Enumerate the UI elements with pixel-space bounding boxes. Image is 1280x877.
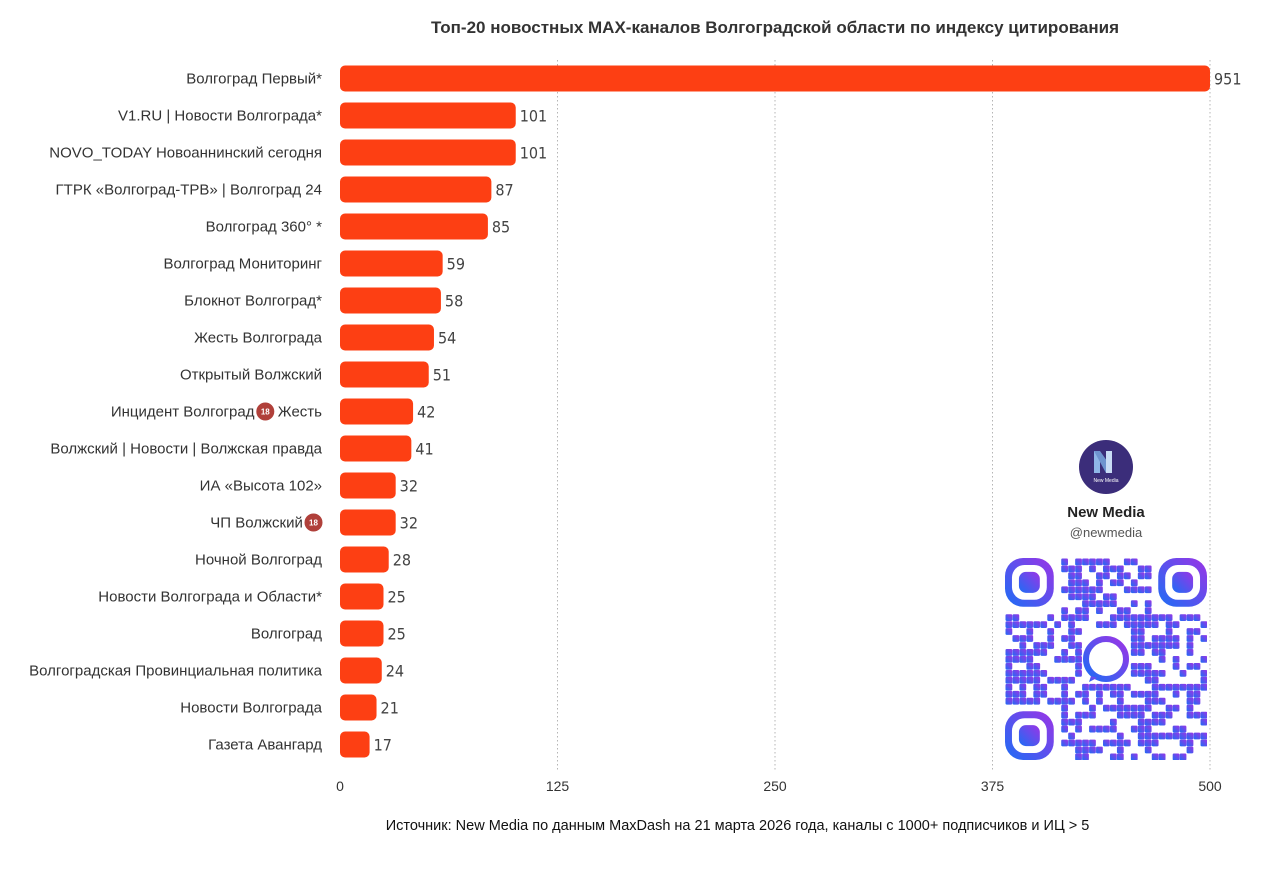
value-label: 101 xyxy=(520,144,547,163)
value-label: 21 xyxy=(381,699,399,718)
category-label: Блокнот Волгоград* xyxy=(184,293,322,310)
category-label: Газета Авангард xyxy=(208,737,322,754)
bar xyxy=(340,583,384,610)
max-messenger-icon xyxy=(1083,636,1129,682)
category-label: ИА «Высота 102» xyxy=(200,478,322,495)
new-media-logo-icon: New Media xyxy=(1079,440,1133,494)
qr-code[interactable] xyxy=(1005,558,1207,760)
value-label: 951 xyxy=(1214,70,1241,89)
category-label: Ночной Волгоград xyxy=(195,552,322,569)
category-label: Жесть Волгограда xyxy=(194,330,323,347)
category-label: Волгоградская Провинциальная политика xyxy=(29,663,322,680)
value-label: 32 xyxy=(400,477,418,496)
bar xyxy=(340,139,516,166)
category-label: Новости Волгограда и Области* xyxy=(98,589,322,606)
brand-block: New Media New Media @newmedia xyxy=(1030,440,1182,540)
category-label: ЧП Волжский xyxy=(210,515,322,532)
bar xyxy=(340,731,370,758)
category-label: Волгоград Мониторинг xyxy=(163,256,322,273)
bar xyxy=(340,546,389,573)
category-label: NOVO_TODAY Новоаннинский сегодня xyxy=(49,145,322,162)
x-tick-label: 250 xyxy=(763,778,787,794)
x-tick-label: 125 xyxy=(546,778,570,794)
value-label: 25 xyxy=(388,625,406,644)
bar xyxy=(340,620,384,647)
category-label: Волжский | Новости | Волжская правда xyxy=(50,441,322,458)
value-label: 87 xyxy=(495,181,513,200)
chart-title: Топ-20 новостных MAX-каналов Волгоградск… xyxy=(430,18,1120,37)
bar xyxy=(340,694,377,721)
value-label: 101 xyxy=(520,107,547,126)
value-label: 51 xyxy=(433,366,451,385)
category-label: Волгоград xyxy=(251,626,322,643)
category-label: V1.RU | Новости Волгограда* xyxy=(118,108,322,125)
category-label: Открытый Волжский xyxy=(180,367,322,384)
bar xyxy=(340,435,412,462)
value-label: 59 xyxy=(447,255,465,274)
bar xyxy=(340,361,429,388)
bar xyxy=(340,324,434,351)
x-tick-label: 375 xyxy=(981,778,1005,794)
category-label: Новости Волгограда xyxy=(180,700,322,717)
value-label: 42 xyxy=(417,403,435,422)
bar xyxy=(340,65,1210,92)
value-label: 85 xyxy=(492,218,510,237)
age-badge-text: 18 xyxy=(261,408,270,417)
value-label: 58 xyxy=(445,292,463,311)
value-label: 25 xyxy=(388,588,406,607)
category-label: Волгоград Первый* xyxy=(186,71,322,88)
value-label: 54 xyxy=(438,329,456,348)
bar xyxy=(340,287,441,314)
bar xyxy=(340,176,492,203)
value-label: 17 xyxy=(374,736,392,755)
source-note: Источник: New Media по данным MaxDash на… xyxy=(385,818,1090,834)
age-restriction-18-icon xyxy=(256,402,275,421)
x-tick-label: 0 xyxy=(336,778,344,794)
svg-text:New Media: New Media xyxy=(1093,478,1118,484)
value-label: 41 xyxy=(415,440,433,459)
category-label: Волгоград 360° * xyxy=(206,219,323,236)
value-label: 32 xyxy=(400,514,418,533)
bar xyxy=(340,250,443,277)
category-label: ГТРК «Волгоград-ТРВ» | Волгоград 24 xyxy=(56,182,322,199)
bar xyxy=(340,657,382,684)
age-badge-text: 18 xyxy=(309,519,318,528)
value-label: 24 xyxy=(386,662,404,681)
value-label: 28 xyxy=(393,551,411,570)
bar xyxy=(340,398,414,425)
brand-handle[interactable]: @newmedia xyxy=(1069,525,1143,540)
bar xyxy=(340,472,396,499)
bar xyxy=(340,213,488,240)
x-tick-label: 500 xyxy=(1198,778,1222,794)
age-restriction-18-icon xyxy=(304,513,323,532)
brand-name: New Media xyxy=(1067,504,1145,521)
bar xyxy=(340,509,396,536)
bar xyxy=(340,102,516,129)
category-label: Инцидент Волгоград Жесть xyxy=(111,404,322,421)
